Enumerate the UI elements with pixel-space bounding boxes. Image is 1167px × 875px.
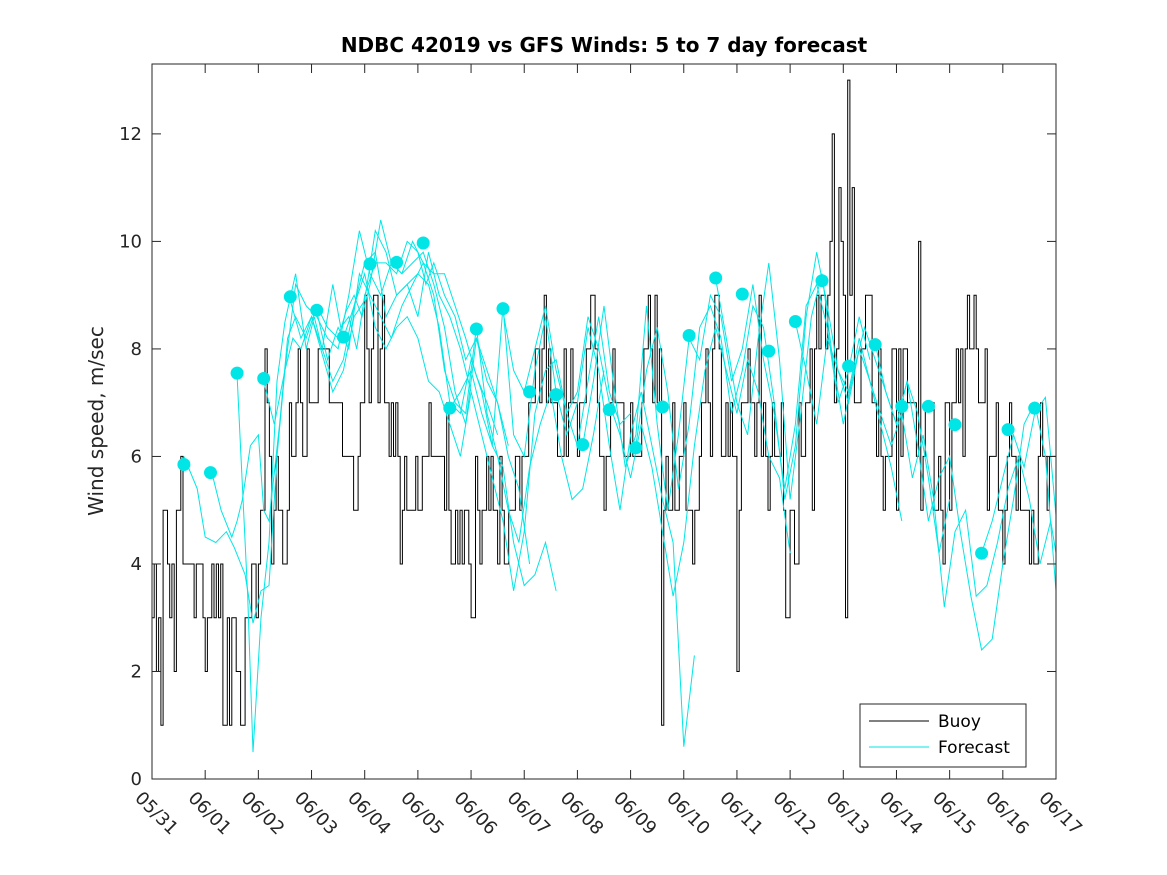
forecast-marker-21 [709,271,723,285]
y-tick-label-10: 10 [119,231,142,252]
y-tick-label-6: 6 [131,446,142,467]
forecast-marker-29 [921,399,935,413]
forecast-marker-9 [390,255,404,269]
forecast-run-line-1 [183,229,472,624]
chart-title: NDBC 42019 vs GFS Winds: 5 to 7 day fore… [341,33,868,57]
plot-area [152,79,1056,753]
axes-box [151,63,1057,780]
forecast-marker-27 [868,338,882,352]
legend-forecast-label: Forecast [938,738,1010,758]
forecast-marker-16 [576,438,590,452]
forecast-marker-4 [257,372,271,385]
forecast-run-line-8 [449,305,695,747]
y-tick-label-0: 0 [131,769,142,790]
forecast-run-line-3 [236,240,509,753]
forecast-marker-7 [336,330,350,344]
y-tick-label-8: 8 [131,339,142,360]
forecast-marker-12 [469,322,483,336]
forecast-marker-30 [948,418,962,432]
forecast-marker-1 [177,458,191,471]
y-tick-label-12: 12 [119,124,142,145]
y-tick-label-4: 4 [131,554,142,575]
forecast-marker-18 [629,441,643,455]
forecast-marker-17 [602,403,616,417]
legend-box [859,703,1027,768]
forecast-marker-23 [762,344,776,358]
forecast-marker-24 [788,315,802,328]
plot-data-layer [152,79,1056,753]
forecast-marker-13 [496,302,510,316]
forecast-run-line-15 [981,395,1056,554]
forecast-marker-26 [842,359,856,373]
legend-buoy-label: Buoy [938,712,981,732]
forecast-marker-11 [443,401,457,415]
forecast-marker-33 [1028,401,1042,415]
forecast-run-line-12 [715,262,951,554]
forecast-run-line-14 [874,343,1056,652]
forecast-marker-3 [230,366,244,380]
forecast-marker-28 [895,399,909,413]
forecast-run-line-7 [342,271,631,591]
forecast-marker-6 [310,303,324,317]
buoy-series-line [152,79,1056,726]
forecast-marker-8 [363,257,377,271]
forecast-marker-14 [523,385,537,399]
forecast-marker-5 [283,290,297,304]
forecast-marker-25 [815,274,829,288]
forecast-run-line-9 [502,305,791,597]
forecast-run-line-5 [289,251,557,591]
legend: Buoy Forecast [859,703,1027,768]
forecast-run-line-13 [794,321,1056,608]
forecast-marker-32 [1001,423,1015,437]
forecast-marker-22 [735,287,749,301]
forecast-run-line-11 [635,252,903,522]
forecast-run-line-6 [316,261,605,543]
y-axis-label: Wind speed, m/sec [84,326,108,516]
forecast-run-line-2 [210,219,499,539]
forecast-marker-10 [416,236,430,250]
forecast-marker-15 [549,388,563,402]
forecast-marker-19 [656,400,669,414]
forecast-marker-2 [204,466,217,480]
forecast-marker-20 [682,329,696,342]
y-tick-label-2: 2 [131,661,142,682]
forecast-marker-31 [975,546,989,560]
